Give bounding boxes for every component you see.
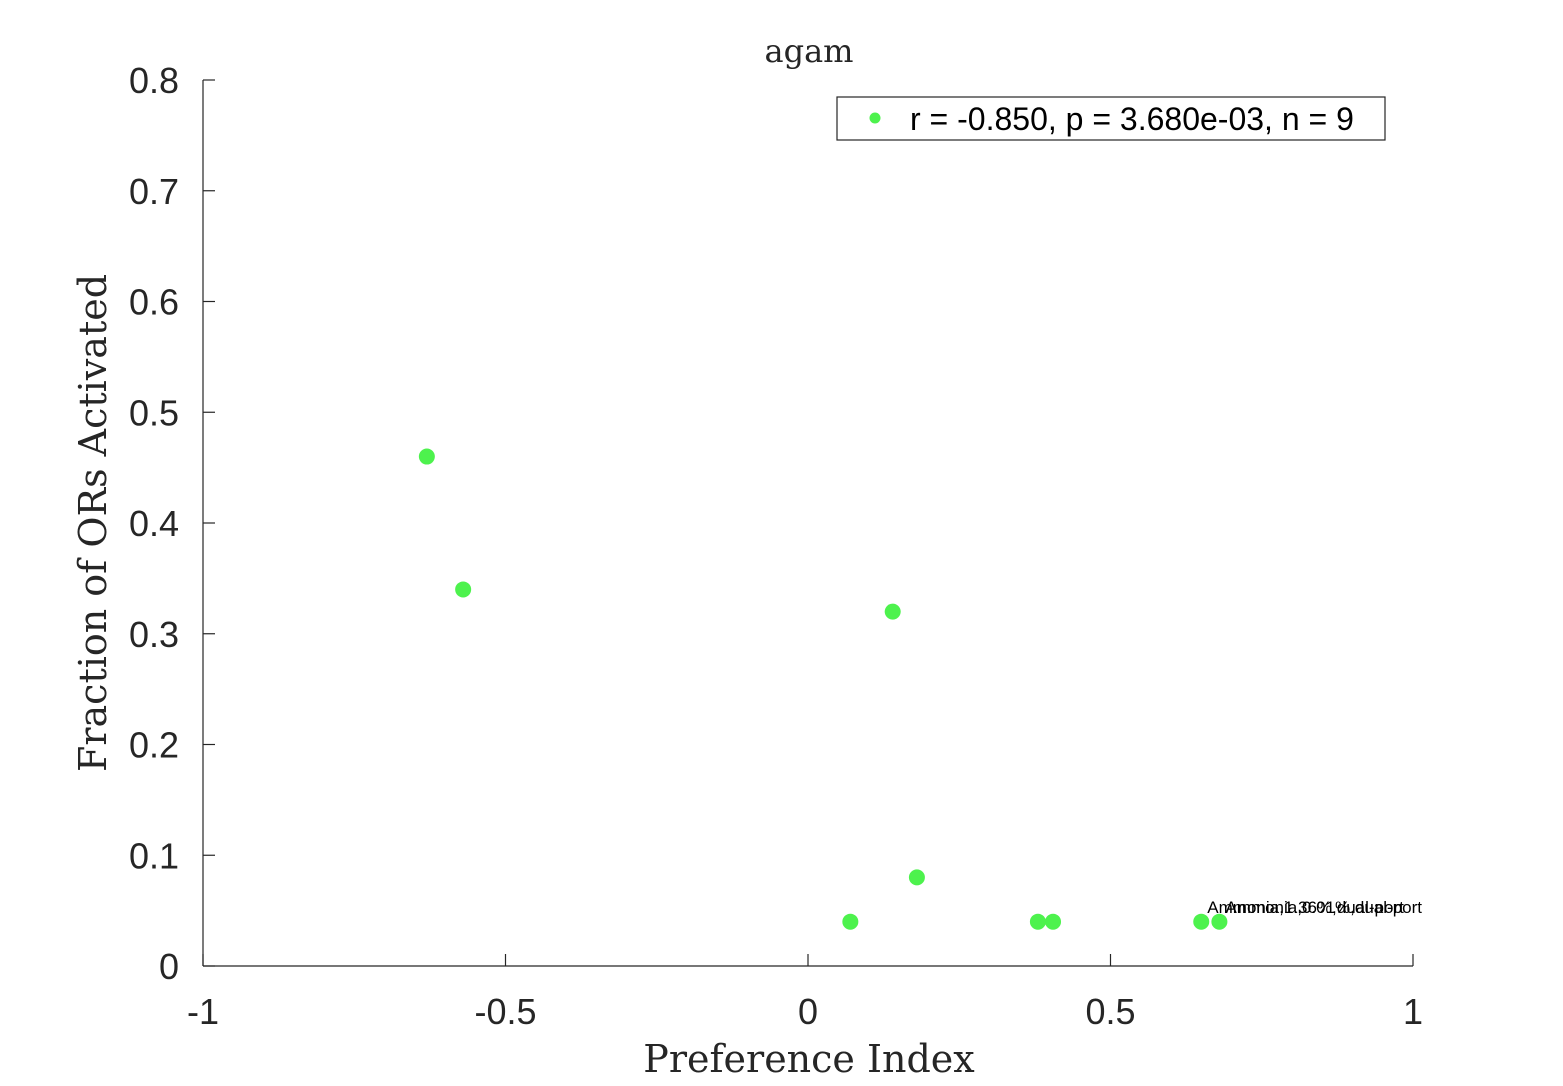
data-point bbox=[418, 448, 435, 465]
y-tick-label: 0.2 bbox=[129, 725, 179, 766]
point-annotation: Ammonia,0.01%,dual-port bbox=[1225, 898, 1422, 917]
y-tick-label: 0.6 bbox=[129, 282, 179, 323]
y-axis-label: Fraction of ORs Activated bbox=[71, 274, 115, 772]
x-axis-label: Preference Index bbox=[643, 1037, 974, 1081]
data-point bbox=[1211, 913, 1228, 930]
chart-title: agam bbox=[765, 32, 854, 70]
x-tick-label: -0.5 bbox=[474, 991, 536, 1032]
legend-box bbox=[836, 96, 1386, 141]
legend: r = -0.850, p = 3.680e-03, n = 9 bbox=[836, 96, 1386, 141]
y-tick-label: 0.8 bbox=[129, 60, 179, 101]
data-point bbox=[884, 603, 901, 620]
x-tick-label: 0.5 bbox=[1085, 991, 1135, 1032]
annotations: Ammonia,1.36%,dual-portAmmonia,0.01%,dua… bbox=[1207, 898, 1422, 917]
data-point bbox=[842, 913, 859, 930]
y-tick-label: 0.4 bbox=[129, 503, 179, 544]
legend-marker bbox=[869, 112, 881, 124]
axes: -1 -0.5 0 0.5 1 0 0.1 0.2 0.3 0.4 0.5 0.6 0.7 0.8 bbox=[129, 60, 1423, 1032]
x-tick-label: -1 bbox=[187, 991, 219, 1032]
y-tick-label: 0.1 bbox=[129, 835, 179, 876]
legend-entry: r = -0.850, p = 3.680e-03, n = 9 bbox=[910, 101, 1354, 137]
y-tick-label: 0.5 bbox=[129, 392, 179, 433]
y-tick-label: 0 bbox=[159, 946, 179, 987]
data-point bbox=[455, 581, 472, 598]
data-points bbox=[418, 448, 1228, 930]
data-point bbox=[1193, 913, 1210, 930]
point-annotation: Ammonia,1.36%,dual-port bbox=[1207, 898, 1404, 917]
data-point bbox=[1029, 913, 1046, 930]
y-tick-label: 0.3 bbox=[129, 614, 179, 655]
data-point bbox=[908, 869, 925, 886]
data-point bbox=[1045, 913, 1062, 930]
x-tick-label: 0 bbox=[798, 991, 818, 1032]
y-tick-label: 0.7 bbox=[129, 171, 179, 212]
x-tick-label: 1 bbox=[1403, 991, 1423, 1032]
